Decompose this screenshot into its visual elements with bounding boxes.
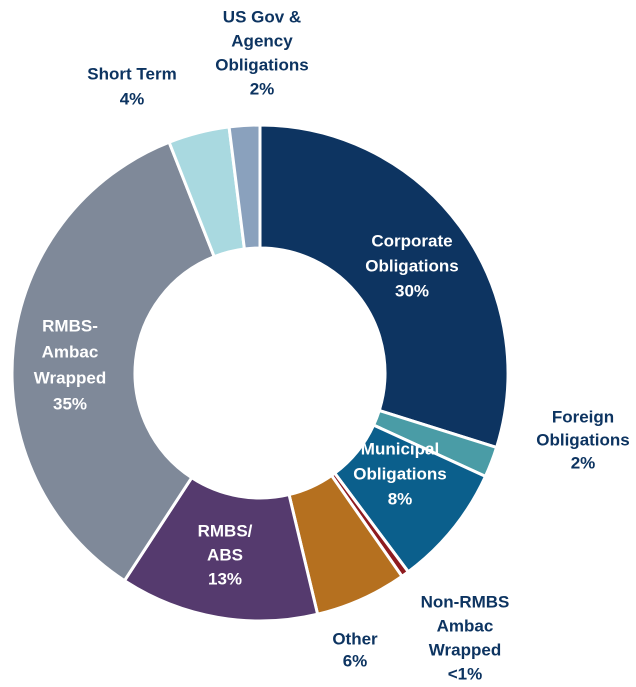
slice-label: RMBS/ (198, 521, 253, 540)
slice-label: Municipal (361, 439, 439, 458)
value-label: 8% (388, 489, 413, 508)
slice-label: ABS (207, 545, 243, 564)
value-label: 6% (343, 651, 368, 670)
slice-label: Obligations (365, 256, 459, 275)
value-label: <1% (448, 664, 483, 683)
slice-label: Ambac (437, 616, 494, 635)
slice-label: Other (332, 629, 378, 648)
slice-label: Wrapped (34, 368, 106, 387)
slice-label: Wrapped (429, 640, 501, 659)
donut-slice (122, 475, 320, 623)
value-label: 13% (208, 569, 242, 588)
slice-label: Obligations (215, 55, 309, 74)
donut-slice (227, 123, 262, 251)
value-label: 35% (53, 394, 87, 413)
slice-label: Non-RMBS (421, 592, 510, 611)
slice-label: Obligations (536, 430, 630, 449)
slice-label: Corporate (371, 231, 452, 250)
slice-label: US Gov & (223, 7, 301, 26)
slice-label: Short Term (87, 64, 176, 83)
donut-slice (258, 123, 510, 450)
slice-label: Foreign (552, 407, 614, 426)
donut-slice (10, 140, 217, 583)
slice-label: Obligations (353, 464, 447, 483)
slice-label: Ambac (42, 342, 99, 361)
slice-label: Agency (231, 31, 293, 50)
value-label: 4% (120, 89, 145, 108)
value-label: 30% (395, 281, 429, 300)
value-label: 2% (571, 453, 596, 472)
slice-label: RMBS- (42, 316, 98, 335)
value-label: 2% (250, 79, 275, 98)
